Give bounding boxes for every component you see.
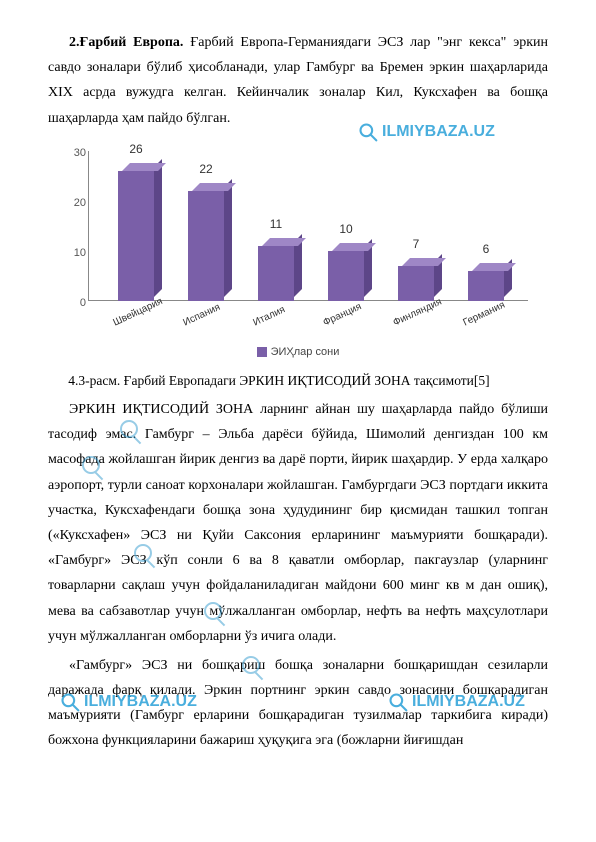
watermark-icon <box>60 692 80 712</box>
legend-label: ЭИҲлар сони <box>271 346 340 358</box>
chart-caption: 4.3-расм. Ғарбий Европадаги ЭРКИН ИҚТИСО… <box>48 369 548 393</box>
magnifier-icon <box>242 656 260 674</box>
section-heading: 2.Ғарбий Европа. <box>69 35 183 50</box>
bar-value-label: 7 <box>396 234 436 256</box>
watermark: ILMIYBAZA.UZ <box>388 688 525 717</box>
magnifier-icon <box>82 456 100 474</box>
legend-swatch <box>257 347 267 357</box>
y-tick: 0 <box>66 294 86 314</box>
magnifier-icon <box>120 420 138 438</box>
y-tick: 30 <box>66 144 86 164</box>
x-category-label: Франция <box>320 298 365 332</box>
chart-legend: ЭИҲлар сони <box>48 343 548 363</box>
y-tick: 10 <box>66 244 86 264</box>
x-category-label: Испания <box>180 299 224 332</box>
magnifier-icon <box>134 544 152 562</box>
bar-chart: ЭИҲлар сони 010203026Швейцария22Испания1… <box>48 141 548 361</box>
intro-paragraph: 2.Ғарбий Европа. Ғарбий Европа-Германияд… <box>48 30 548 131</box>
bar-value-label: 6 <box>466 239 506 261</box>
watermark-icon <box>388 692 408 712</box>
x-category-label: Италия <box>250 301 288 332</box>
bar-value-label: 22 <box>186 159 226 181</box>
magnifier-icon <box>204 602 222 620</box>
bar-value-label: 10 <box>326 219 366 241</box>
watermark-icon <box>358 122 378 142</box>
y-tick: 20 <box>66 194 86 214</box>
bar-value-label: 11 <box>256 214 296 236</box>
x-category-label: Германия <box>460 297 508 332</box>
bar-value-label: 26 <box>116 139 156 161</box>
watermark: ILMIYBAZA.UZ <box>358 118 495 147</box>
watermark: ILMIYBAZA.UZ <box>60 688 197 717</box>
